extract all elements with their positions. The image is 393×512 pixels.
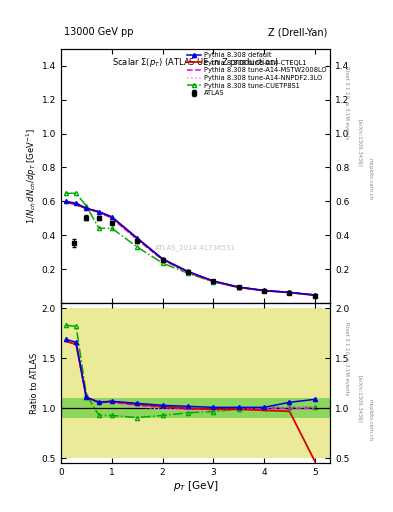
Pythia 8.308 tune-A14-CTEQL1 (262, 288, 266, 294)
Pythia 8.308 tune-A14-MSTW2008LO (160, 257, 165, 263)
Pythia 8.308 tune-A14-CTEQL1 (109, 214, 114, 220)
Pythia 8.308 tune-A14-CTEQL1 (135, 236, 140, 242)
Pythia 8.308 tune-A14-NNPDF2.3LO (97, 210, 101, 216)
Bar (61, 398, 330, 418)
Pythia 8.308 tune-A14-NNPDF2.3LO (84, 205, 89, 211)
Line: Pythia 8.308 tune-A14-CTEQL1: Pythia 8.308 tune-A14-CTEQL1 (66, 202, 315, 295)
Pythia 8.308 default (185, 268, 190, 274)
Pythia 8.308 default (84, 205, 89, 211)
Pythia 8.308 tune-A14-NNPDF2.3LO (287, 289, 292, 295)
Pythia 8.308 tune-A14-NNPDF2.3LO (185, 269, 190, 275)
Pythia 8.308 default (97, 208, 101, 215)
Pythia 8.308 default (236, 284, 241, 290)
Pythia 8.308 tune-CUETP8S1 (74, 190, 79, 197)
Pythia 8.308 tune-CUETP8S1 (312, 292, 317, 298)
Text: mcplots.cern.ch: mcplots.cern.ch (367, 399, 373, 441)
Text: [arXiv:1306.3436]: [arXiv:1306.3436] (358, 119, 363, 167)
Pythia 8.308 tune-A14-MSTW2008LO (64, 199, 68, 205)
Pythia 8.308 tune-A14-NNPDF2.3LO (312, 292, 317, 298)
Pythia 8.308 tune-A14-NNPDF2.3LO (211, 279, 216, 285)
Pythia 8.308 default (287, 289, 292, 295)
Pythia 8.308 tune-A14-CTEQL1 (211, 279, 216, 285)
Pythia 8.308 tune-A14-MSTW2008LO (109, 215, 114, 221)
Pythia 8.308 tune-A14-MSTW2008LO (135, 236, 140, 242)
Line: Pythia 8.308 tune-A14-NNPDF2.3LO: Pythia 8.308 tune-A14-NNPDF2.3LO (66, 202, 315, 295)
Text: Rivet 3.1.10, ≥ 3.1M events: Rivet 3.1.10, ≥ 3.1M events (344, 322, 349, 395)
Text: mcplots.cern.ch: mcplots.cern.ch (367, 158, 373, 200)
Pythia 8.308 tune-A14-CTEQL1 (84, 205, 89, 211)
Line: Pythia 8.308 tune-A14-MSTW2008LO: Pythia 8.308 tune-A14-MSTW2008LO (66, 202, 315, 295)
Pythia 8.308 tune-A14-NNPDF2.3LO (160, 257, 165, 263)
Pythia 8.308 default (74, 200, 79, 206)
Pythia 8.308 tune-A14-MSTW2008LO (236, 284, 241, 290)
Y-axis label: $1/N_{ch}\,dN_{ch}/dp_T$ [GeV$^{-1}$]: $1/N_{ch}\,dN_{ch}/dp_T$ [GeV$^{-1}$] (24, 128, 39, 224)
Pythia 8.308 default (312, 292, 317, 298)
Pythia 8.308 tune-A14-CTEQL1 (97, 209, 101, 215)
Pythia 8.308 tune-CUETP8S1 (185, 270, 190, 276)
Pythia 8.308 default (262, 287, 266, 293)
Pythia 8.308 tune-A14-MSTW2008LO (97, 209, 101, 215)
Pythia 8.308 tune-A14-CTEQL1 (64, 199, 68, 205)
Pythia 8.308 tune-CUETP8S1 (236, 284, 241, 290)
Pythia 8.308 default (135, 235, 140, 241)
X-axis label: $p_T$ [GeV]: $p_T$ [GeV] (173, 479, 218, 493)
Pythia 8.308 tune-A14-NNPDF2.3LO (74, 201, 79, 207)
Pythia 8.308 tune-CUETP8S1 (211, 279, 216, 285)
Pythia 8.308 tune-CUETP8S1 (97, 225, 101, 231)
Pythia 8.308 default (211, 278, 216, 284)
Pythia 8.308 tune-CUETP8S1 (262, 287, 266, 293)
Pythia 8.308 tune-A14-CTEQL1 (236, 284, 241, 290)
Text: Z (Drell-Yan): Z (Drell-Yan) (268, 27, 327, 37)
Pythia 8.308 tune-CUETP8S1 (135, 244, 140, 250)
Line: Pythia 8.308 tune-CUETP8S1: Pythia 8.308 tune-CUETP8S1 (64, 191, 317, 297)
Pythia 8.308 tune-CUETP8S1 (84, 203, 89, 209)
Pythia 8.308 tune-A14-CTEQL1 (160, 256, 165, 262)
Pythia 8.308 tune-A14-NNPDF2.3LO (109, 216, 114, 222)
Pythia 8.308 tune-A14-MSTW2008LO (74, 201, 79, 207)
Text: [arXiv:1306.3436]: [arXiv:1306.3436] (358, 375, 363, 423)
Pythia 8.308 tune-CUETP8S1 (109, 225, 114, 231)
Pythia 8.308 tune-A14-CTEQL1 (287, 289, 292, 295)
Pythia 8.308 tune-A14-NNPDF2.3LO (236, 284, 241, 290)
Text: Rivet 3.1.10, ≥ 3.1M events: Rivet 3.1.10, ≥ 3.1M events (344, 66, 349, 139)
Pythia 8.308 default (160, 255, 165, 262)
Bar (61, 308, 330, 458)
Pythia 8.308 tune-A14-NNPDF2.3LO (135, 237, 140, 243)
Pythia 8.308 tune-A14-MSTW2008LO (84, 205, 89, 211)
Pythia 8.308 tune-A14-MSTW2008LO (312, 292, 317, 298)
Pythia 8.308 tune-A14-MSTW2008LO (211, 279, 216, 285)
Y-axis label: Ratio to ATLAS: Ratio to ATLAS (30, 353, 39, 414)
Line: Pythia 8.308 default: Pythia 8.308 default (64, 199, 317, 297)
Pythia 8.308 tune-A14-CTEQL1 (74, 201, 79, 207)
Pythia 8.308 tune-CUETP8S1 (64, 190, 68, 197)
Text: 13000 GeV pp: 13000 GeV pp (64, 27, 133, 37)
Pythia 8.308 tune-A14-MSTW2008LO (185, 269, 190, 275)
Pythia 8.308 tune-A14-NNPDF2.3LO (262, 287, 266, 293)
Pythia 8.308 tune-A14-CTEQL1 (312, 292, 317, 298)
Text: ATLAS_2014:41736531: ATLAS_2014:41736531 (155, 244, 236, 251)
Text: Scalar $\Sigma(p_T)$ (ATLAS UE in Z production): Scalar $\Sigma(p_T)$ (ATLAS UE in Z prod… (112, 56, 279, 69)
Pythia 8.308 tune-A14-NNPDF2.3LO (64, 199, 68, 205)
Pythia 8.308 tune-CUETP8S1 (160, 260, 165, 266)
Pythia 8.308 tune-A14-MSTW2008LO (287, 289, 292, 295)
Pythia 8.308 default (109, 214, 114, 220)
Pythia 8.308 tune-A14-MSTW2008LO (262, 287, 266, 293)
Legend: Pythia 8.308 default, Pythia 8.308 tune-A14-CTEQL1, Pythia 8.308 tune-A14-MSTW20: Pythia 8.308 default, Pythia 8.308 tune-… (185, 51, 328, 98)
Pythia 8.308 tune-A14-CTEQL1 (185, 269, 190, 275)
Pythia 8.308 tune-CUETP8S1 (287, 289, 292, 295)
Pythia 8.308 default (64, 198, 68, 204)
